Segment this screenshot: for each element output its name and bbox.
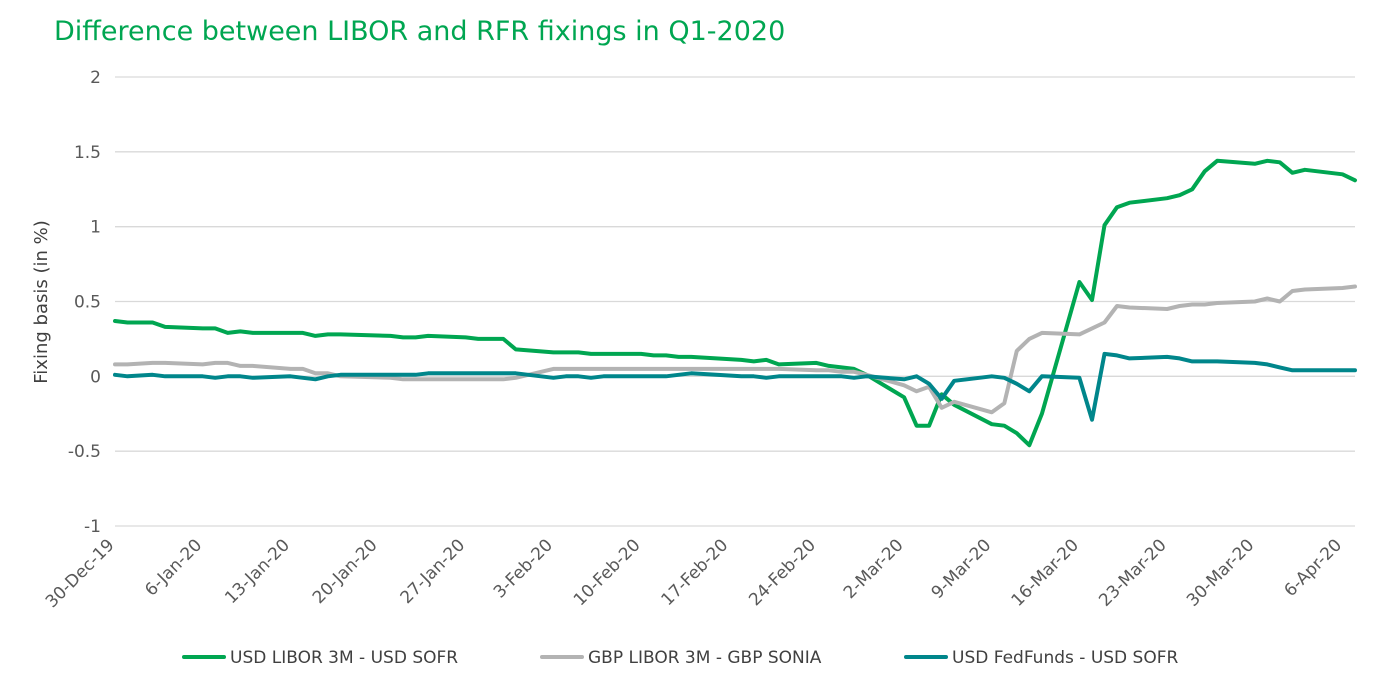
y-tick-label: -0.5 [68,442,101,462]
y-tick-label: 0.5 [74,293,101,313]
x-tick-label: 6-Jan-20 [141,535,206,600]
legend-label-2: GBP LIBOR 3M - GBP SONIA [588,648,822,668]
x-tick-label: 20-Jan-20 [309,535,382,608]
x-tick-label: 10-Feb-20 [570,535,645,610]
grid-layer [115,76,1355,527]
series-line-3 [113,351,1357,422]
legend-label-1: USD LIBOR 3M - USD SOFR [230,648,458,668]
legend-label-3: USD FedFunds - USD SOFR [952,648,1178,668]
series-line-1 [113,158,1357,448]
x-tick-label: 3-Feb-20 [490,535,557,602]
x-tick-label: 23-Mar-20 [1095,535,1170,610]
chart-title: Difference between LIBOR and RFR fixings… [54,16,786,47]
x-tick-label: 9-Mar-20 [928,535,996,603]
y-axis-label: Fixing basis (in %) [31,220,52,383]
x-tick-label: 30-Mar-20 [1183,535,1258,610]
x-tick-label: 6-Apr-20 [1280,535,1346,601]
x-tick-label: 30-Dec-19 [42,535,119,612]
y-axis-ticks: 2 1.5 1 0.5 0 -0.5 -1 [68,68,101,537]
x-tick-label: 27-Jan-20 [397,535,470,608]
legend: USD LIBOR 3M - USD SOFR GBP LIBOR 3M - GB… [182,648,1178,668]
y-tick-label: 1 [90,218,101,238]
x-tick-label: 24-Feb-20 [745,535,820,610]
x-tick-label: 2-Mar-20 [840,535,908,603]
y-tick-label: -1 [84,517,101,537]
x-tick-label: 17-Feb-20 [658,535,733,610]
x-tick-label: 13-Jan-20 [221,535,294,608]
x-tick-label: 16-Mar-20 [1008,535,1083,610]
y-tick-label: 1.5 [74,143,101,163]
x-axis-ticks: 30-Dec-19 6-Jan-20 13-Jan-20 20-Jan-20 27-Ja… [42,535,1346,612]
series-line-2 [113,284,1357,415]
series-layer [113,158,1357,448]
y-tick-label: 2 [90,68,101,88]
y-tick-label: 0 [90,367,101,387]
